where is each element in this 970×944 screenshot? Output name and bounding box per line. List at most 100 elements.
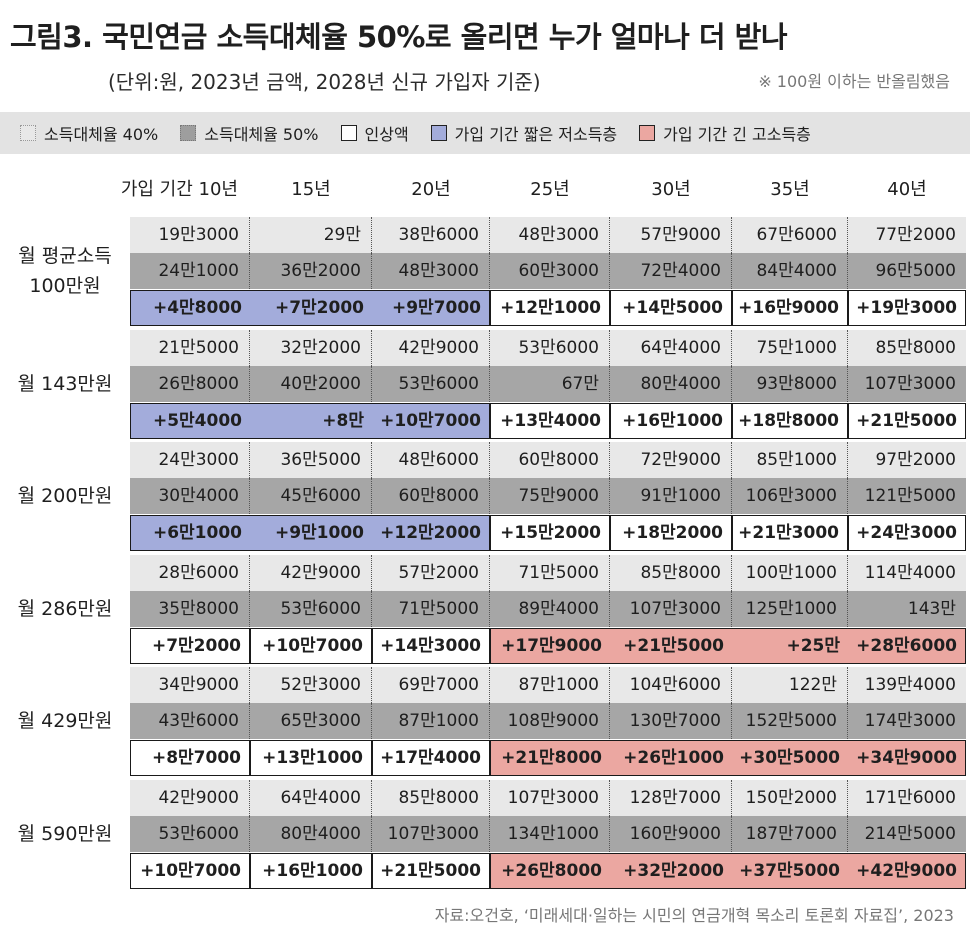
increase-cell-high-income: +21만5000 (610, 627, 732, 664)
table-cell: 53만6000 (490, 329, 610, 366)
increase-cell: +17만4000 (372, 740, 490, 776)
income-group-label: 월 평균소득 100만원 (0, 215, 130, 327)
legend-swatch-r40 (20, 125, 36, 141)
table-cell: 87만1000 (490, 667, 610, 703)
table-cell: 26만8000 (130, 365, 250, 402)
increase-cell-high-income: +26만1000 (610, 740, 732, 776)
table-cell: 28만6000 (130, 554, 250, 591)
table-cell: 24만3000 (130, 442, 250, 478)
table-cell: 85만8000 (610, 554, 732, 591)
increase-cell-high-income: +37만5000 (732, 852, 848, 889)
table-cell: 97만2000 (875, 450, 956, 470)
table-cell: 107만3000 (490, 779, 610, 816)
table-cell: 24만1000 (130, 253, 250, 289)
increase-cell-low-income: +4만8000 (130, 290, 250, 326)
increase-cell-low-income: +7만2000 (250, 290, 372, 326)
income-group-label: 월 590만원 (0, 778, 130, 890)
increase-cell: +18만8000 (732, 402, 848, 439)
increase-row: +4만8000 +7만2000 +9만7000 +12만1000 +14만5000 +16… (130, 290, 966, 326)
table-cell: 104만6000 (610, 667, 732, 703)
increase-cell: +21만5000 (848, 402, 966, 439)
table-cell: 43만6000 (130, 703, 250, 739)
table-cell: 107만3000 (610, 590, 732, 627)
income-group-label: 월 286만원 (0, 553, 130, 665)
increase-cell: +14만3000 (372, 627, 490, 664)
increase-cell-low-income: +9만7000 (372, 290, 490, 326)
table-cell: 57만9000 (610, 217, 732, 253)
table-cell: 152만5000 (732, 703, 848, 739)
table-cell: 160만9000 (610, 815, 732, 852)
table-cell: 128만7000 (610, 779, 732, 816)
increase-cell: +13만1000 (250, 740, 372, 776)
increase-cell-high-income: +34만9000 (848, 740, 966, 776)
increase-cell: +16만1000 (610, 402, 732, 439)
legend-swatch-inc (340, 125, 357, 141)
table-cell: 139만4000 (864, 675, 956, 695)
income-group-label: 월 429만원 (0, 665, 130, 777)
legend-item-inc: 인상액 (340, 121, 409, 145)
table-cell: 214만5000 (864, 823, 956, 844)
table-cell: 77만2000 (875, 225, 956, 245)
table-cell: 72만9000 (610, 442, 732, 478)
increase-cell: +12만1000 (490, 290, 610, 326)
rounding-note: ※ 100원 이하는 반올림했음 (758, 72, 950, 91)
table-cell: 71만5000 (490, 554, 610, 591)
replacement-50-row: 53만6000 80만4000 107만3000 134만1000 160만9000 18… (130, 815, 966, 852)
table-cell: 67만6000 (732, 217, 848, 253)
replacement-50-row: 35만8000 53만6000 71만5000 89만4000 107만3000 125만… (130, 590, 966, 627)
table-cell: 60만8000 (372, 478, 490, 514)
column-header: 30년 (651, 179, 691, 200)
table-cell: 48만6000 (372, 442, 490, 478)
table-cell: 107만3000 (864, 373, 956, 394)
legend-item-r50: 소득대체율 50% (180, 121, 319, 145)
table-cell: 106만3000 (732, 478, 848, 514)
table-cell: 85만8000 (372, 779, 490, 816)
increase-cell: +21만3000 (732, 515, 848, 551)
table-cell: 48만3000 (372, 253, 490, 289)
table-cell: 64만4000 (610, 329, 732, 366)
table-cell: 42만9000 (250, 554, 372, 591)
table-cell: 35만8000 (130, 590, 250, 627)
replacement-40-row: 24만3000 36만5000 48만6000 60만8000 72만9000 85만10… (130, 442, 966, 478)
table-cell: 60만3000 (490, 253, 610, 289)
table-cell: 53만6000 (250, 590, 372, 627)
income-group-label: 월 200만원 (0, 440, 130, 552)
table-cell: 143만 (907, 598, 956, 619)
income-group: 월 200만원 24만3000 36만5000 48만6000 60만8000 72만90… (0, 440, 970, 552)
increase-cell: +24만3000 (848, 515, 966, 551)
income-group: 월 143만원 21만5000 32만2000 42만9000 53만6000 64만40… (0, 328, 970, 440)
legend-swatch-r50 (180, 125, 197, 141)
income-group: 월 590만원 42만9000 64만4000 85만8000 107만3000 128만… (0, 778, 970, 890)
source-note: 자료:오건호, ‘미래세대·일하는 시민의 연금개혁 목소리 토론회 자료집’,… (434, 906, 954, 925)
column-header: 20년 (411, 179, 451, 200)
table-cell: 53만6000 (130, 815, 250, 852)
increase-cell-low-income: +9만1000 (250, 515, 372, 551)
table-cell: 29만 (250, 217, 372, 253)
table-cell: 60만8000 (490, 442, 610, 478)
income-label-line: 월 평균소득 (18, 245, 112, 267)
replacement-50-row: 30만4000 45만6000 60만8000 75만9000 91만1000 106만3… (130, 478, 966, 514)
table-cell: 48만3000 (490, 217, 610, 253)
table-cell: 36만2000 (250, 253, 372, 289)
table-cell: 52만3000 (250, 667, 372, 703)
legend-item-low: 가입 기간 짧은 저소득층 (430, 121, 617, 145)
column-header: 40년 (887, 179, 927, 200)
increase-cell: +21만5000 (372, 852, 490, 889)
legend-label-r50: 소득대체율 50% (204, 125, 319, 144)
increase-cell: +8만7000 (130, 740, 250, 776)
table-cell: 75만9000 (490, 478, 610, 514)
table-cell: 69만7000 (372, 667, 490, 703)
table-cell: 174만3000 (864, 711, 956, 731)
table-cell: 42만9000 (130, 779, 250, 816)
table-cell: 85만1000 (732, 442, 848, 478)
table-cell: 89만4000 (490, 590, 610, 627)
table-cell: 134만1000 (490, 815, 610, 852)
increase-cell: +16만1000 (250, 852, 372, 889)
table-cell: 107만3000 (372, 815, 490, 852)
increase-cell: +7만2000 (130, 627, 250, 664)
increase-row: +5만4000 +8만 +10만7000 +13만4000 +16만1000 +18만80… (130, 402, 966, 439)
increase-cell-high-income: +25만 (732, 627, 848, 664)
table-cell: 84만4000 (732, 253, 848, 289)
increase-cell-high-income: +26만8000 (490, 852, 610, 889)
table-cell: 67만 (490, 365, 610, 402)
